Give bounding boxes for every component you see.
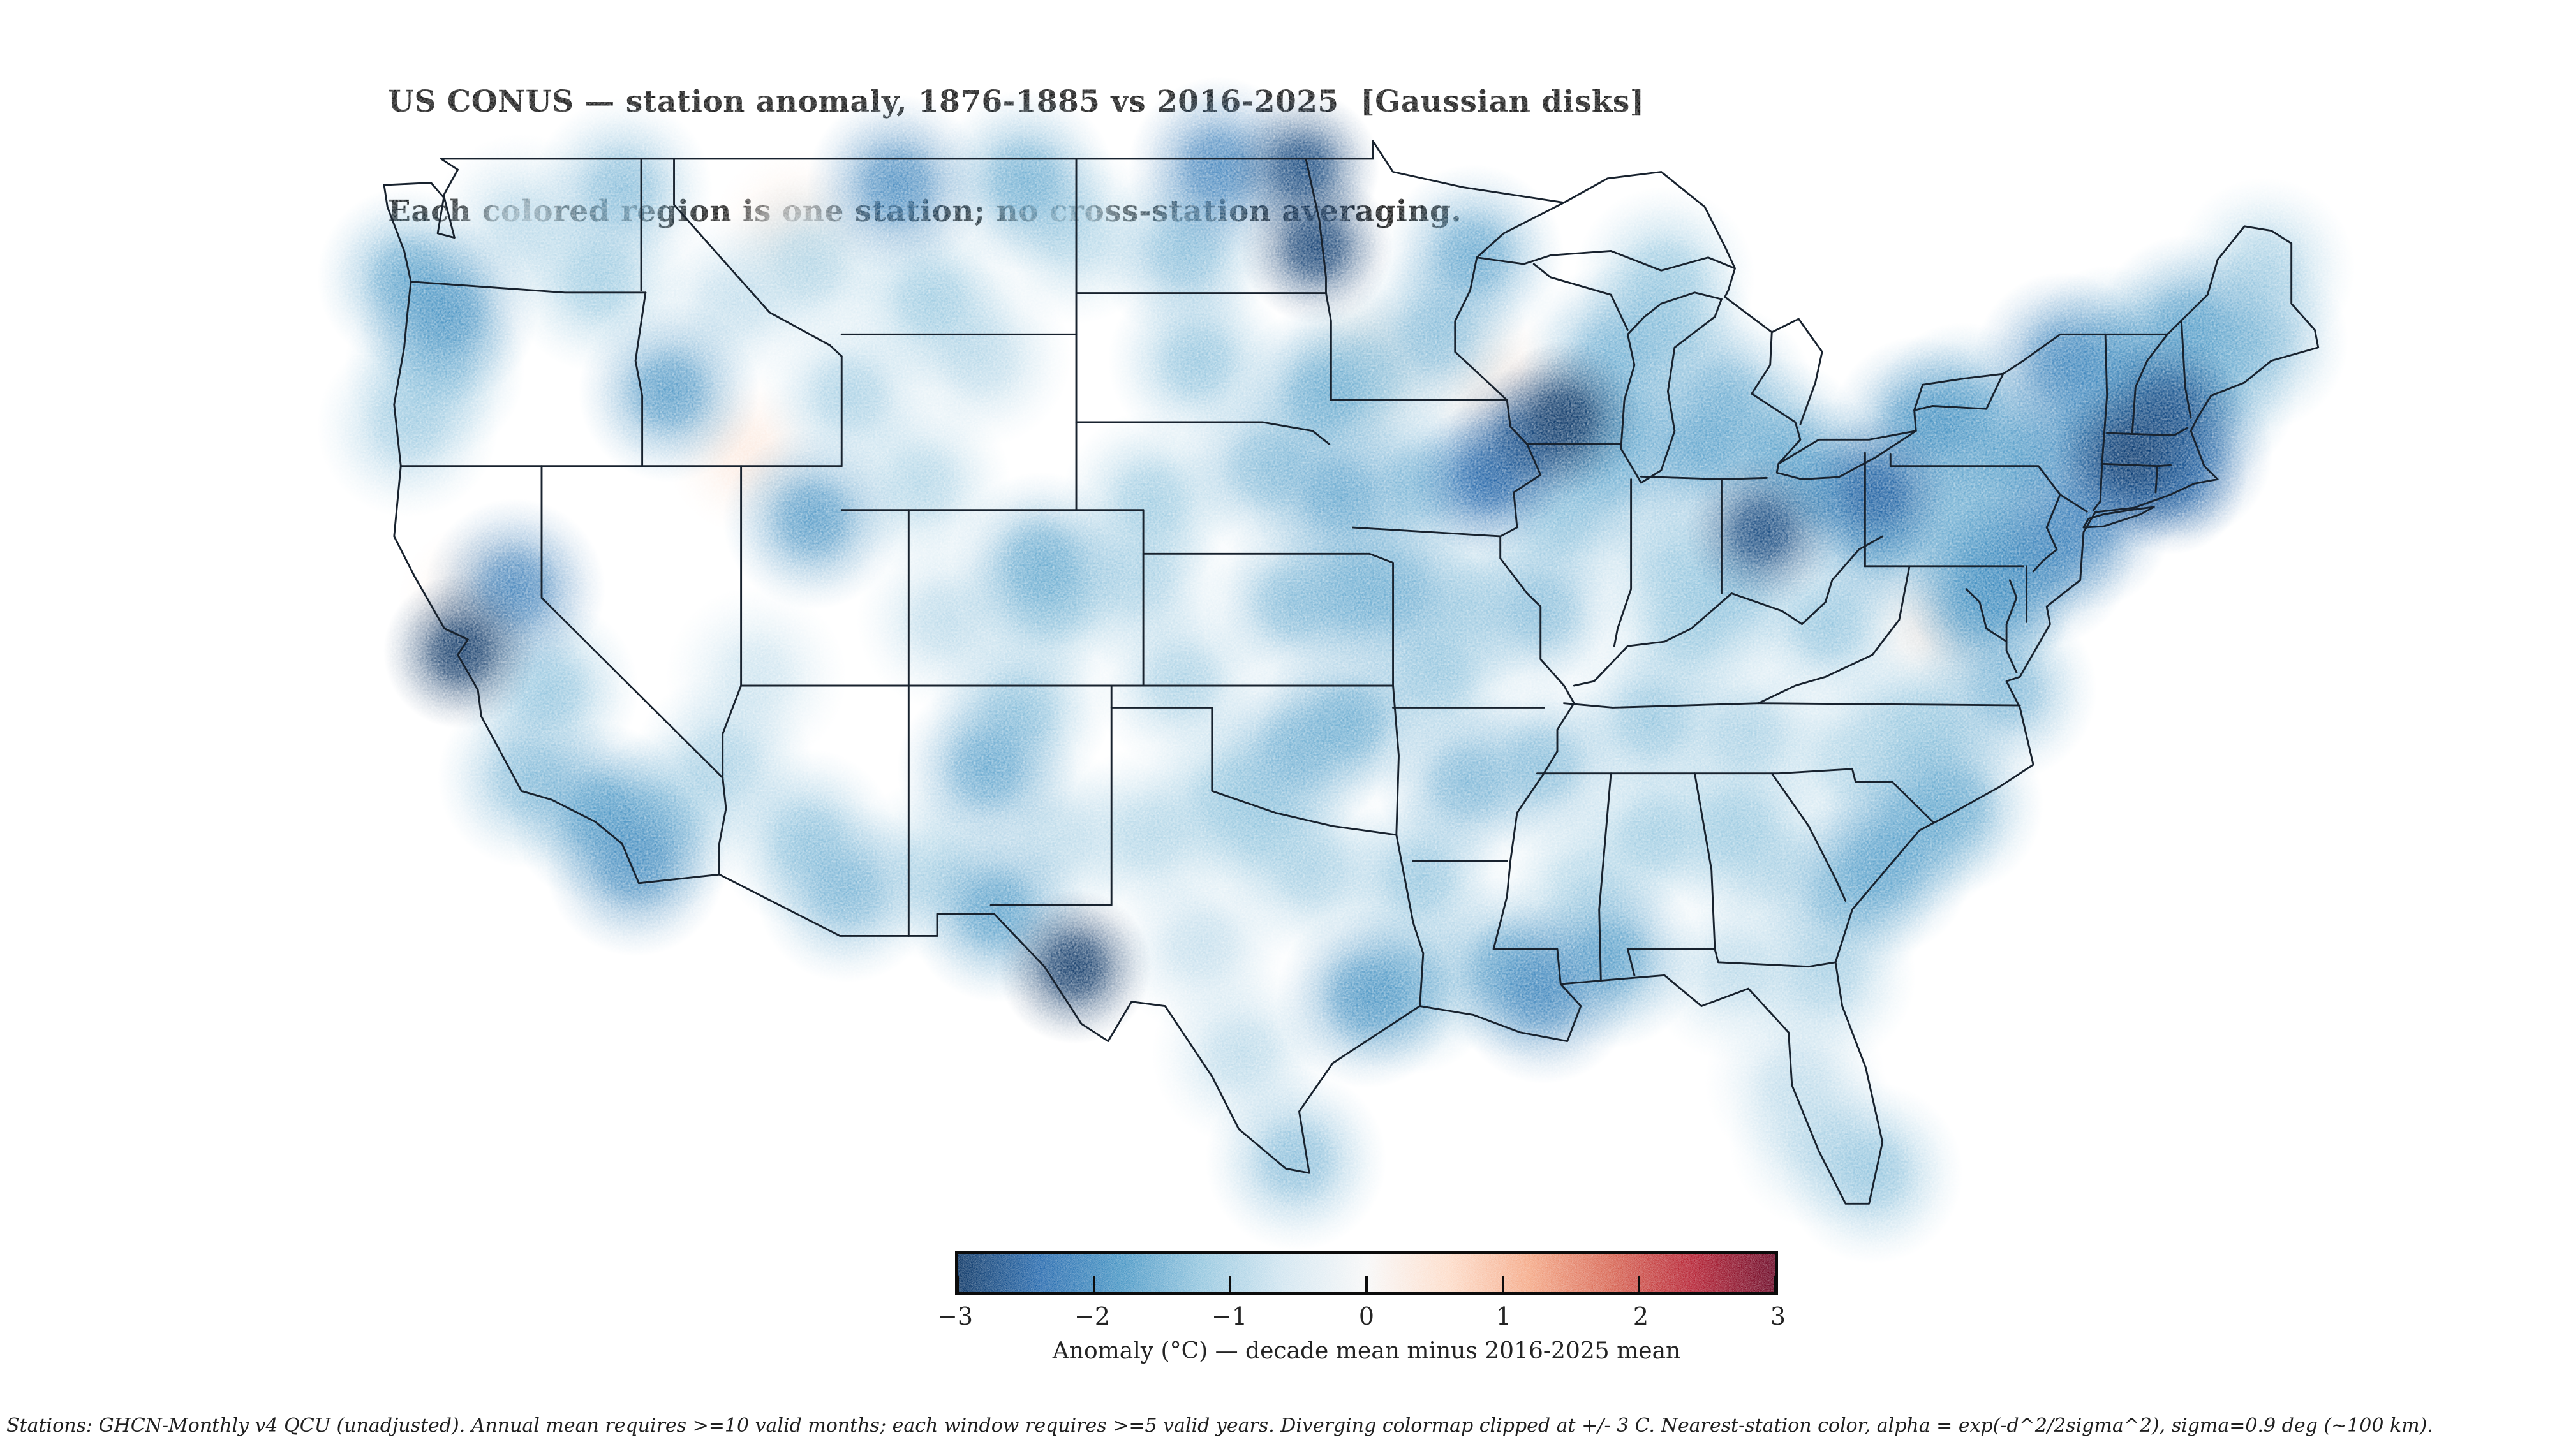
state-border [1573, 535, 1884, 687]
conus-outline [383, 140, 2320, 1205]
state-border [1693, 772, 1716, 950]
colorbar [955, 1251, 1778, 1295]
footnote: Stations: GHCN-Monthly v4 QCU (unadjuste… [6, 1415, 2433, 1437]
colorbar-tick [1229, 1276, 1232, 1292]
colorbar-tick [1365, 1276, 1368, 1292]
state-border [540, 465, 727, 876]
state-border [410, 281, 647, 294]
state-border [1965, 588, 2008, 643]
state-border [1075, 421, 1331, 445]
colorbar-tick [1638, 1276, 1641, 1292]
colorbar-tick-labels: −3 −2 −1 0 1 2 3 [937, 1302, 1786, 1333]
lake-michigan-outline [1620, 291, 1723, 484]
state-border [1598, 772, 1612, 981]
state-border [1563, 702, 1760, 709]
state-border [989, 684, 1113, 906]
state-border [2032, 493, 2061, 573]
colorbar-tick [1774, 1276, 1777, 1292]
state-border [1770, 318, 1823, 425]
state-border [1110, 707, 1398, 836]
colorbar-tick [1092, 1276, 1095, 1292]
state-border [1913, 372, 2005, 411]
state-border [1714, 948, 1837, 968]
state-border [1492, 948, 1562, 985]
colorbar-tick-label: 3 [1770, 1302, 1786, 1330]
state-border [2180, 320, 2192, 419]
state-border [1757, 566, 1911, 705]
state-border [1352, 526, 1502, 538]
colorbar-tick [956, 1276, 959, 1292]
state-border [2005, 579, 2018, 673]
state-border [1770, 772, 1847, 902]
state-border [1368, 552, 1395, 687]
state-border [1305, 158, 1332, 401]
colorbar-tick-label: −3 [937, 1302, 974, 1330]
state-border [673, 158, 843, 357]
state-border [1640, 475, 1768, 480]
colorbar-tick [1501, 1276, 1504, 1292]
state-border [2131, 333, 2168, 435]
state-border [2059, 493, 2088, 513]
colorbar-tick-label: 0 [1358, 1302, 1375, 1330]
state-border [1626, 948, 1636, 976]
state-border [1563, 171, 1736, 270]
state-border [1737, 768, 1934, 823]
colorbar-tick-label: 1 [1495, 1302, 1512, 1330]
long-island-outline [2082, 506, 2155, 529]
state-border [1392, 684, 1400, 836]
us-map [256, 14, 2436, 1357]
colorbar-tick-label: −2 [1074, 1302, 1111, 1330]
state-border [1757, 702, 2021, 707]
state-border [2106, 427, 2189, 436]
colorbar-axis-label: Anomaly (°C) — decade mean minus 2016-20… [1052, 1338, 1681, 1364]
state-border [1395, 834, 1425, 1007]
state-border [722, 684, 743, 779]
map-area [256, 14, 2436, 1357]
state-border [1532, 263, 1629, 331]
state-border [1777, 430, 1917, 465]
state-border [634, 291, 647, 467]
state-outline-layer [383, 140, 2320, 1205]
state-border [2154, 465, 2158, 494]
state-border [1613, 478, 1633, 647]
colorbar-tick-label: −1 [1211, 1302, 1248, 1330]
colorbar-tick-label: 2 [1633, 1302, 1649, 1330]
state-border [1889, 453, 2061, 496]
